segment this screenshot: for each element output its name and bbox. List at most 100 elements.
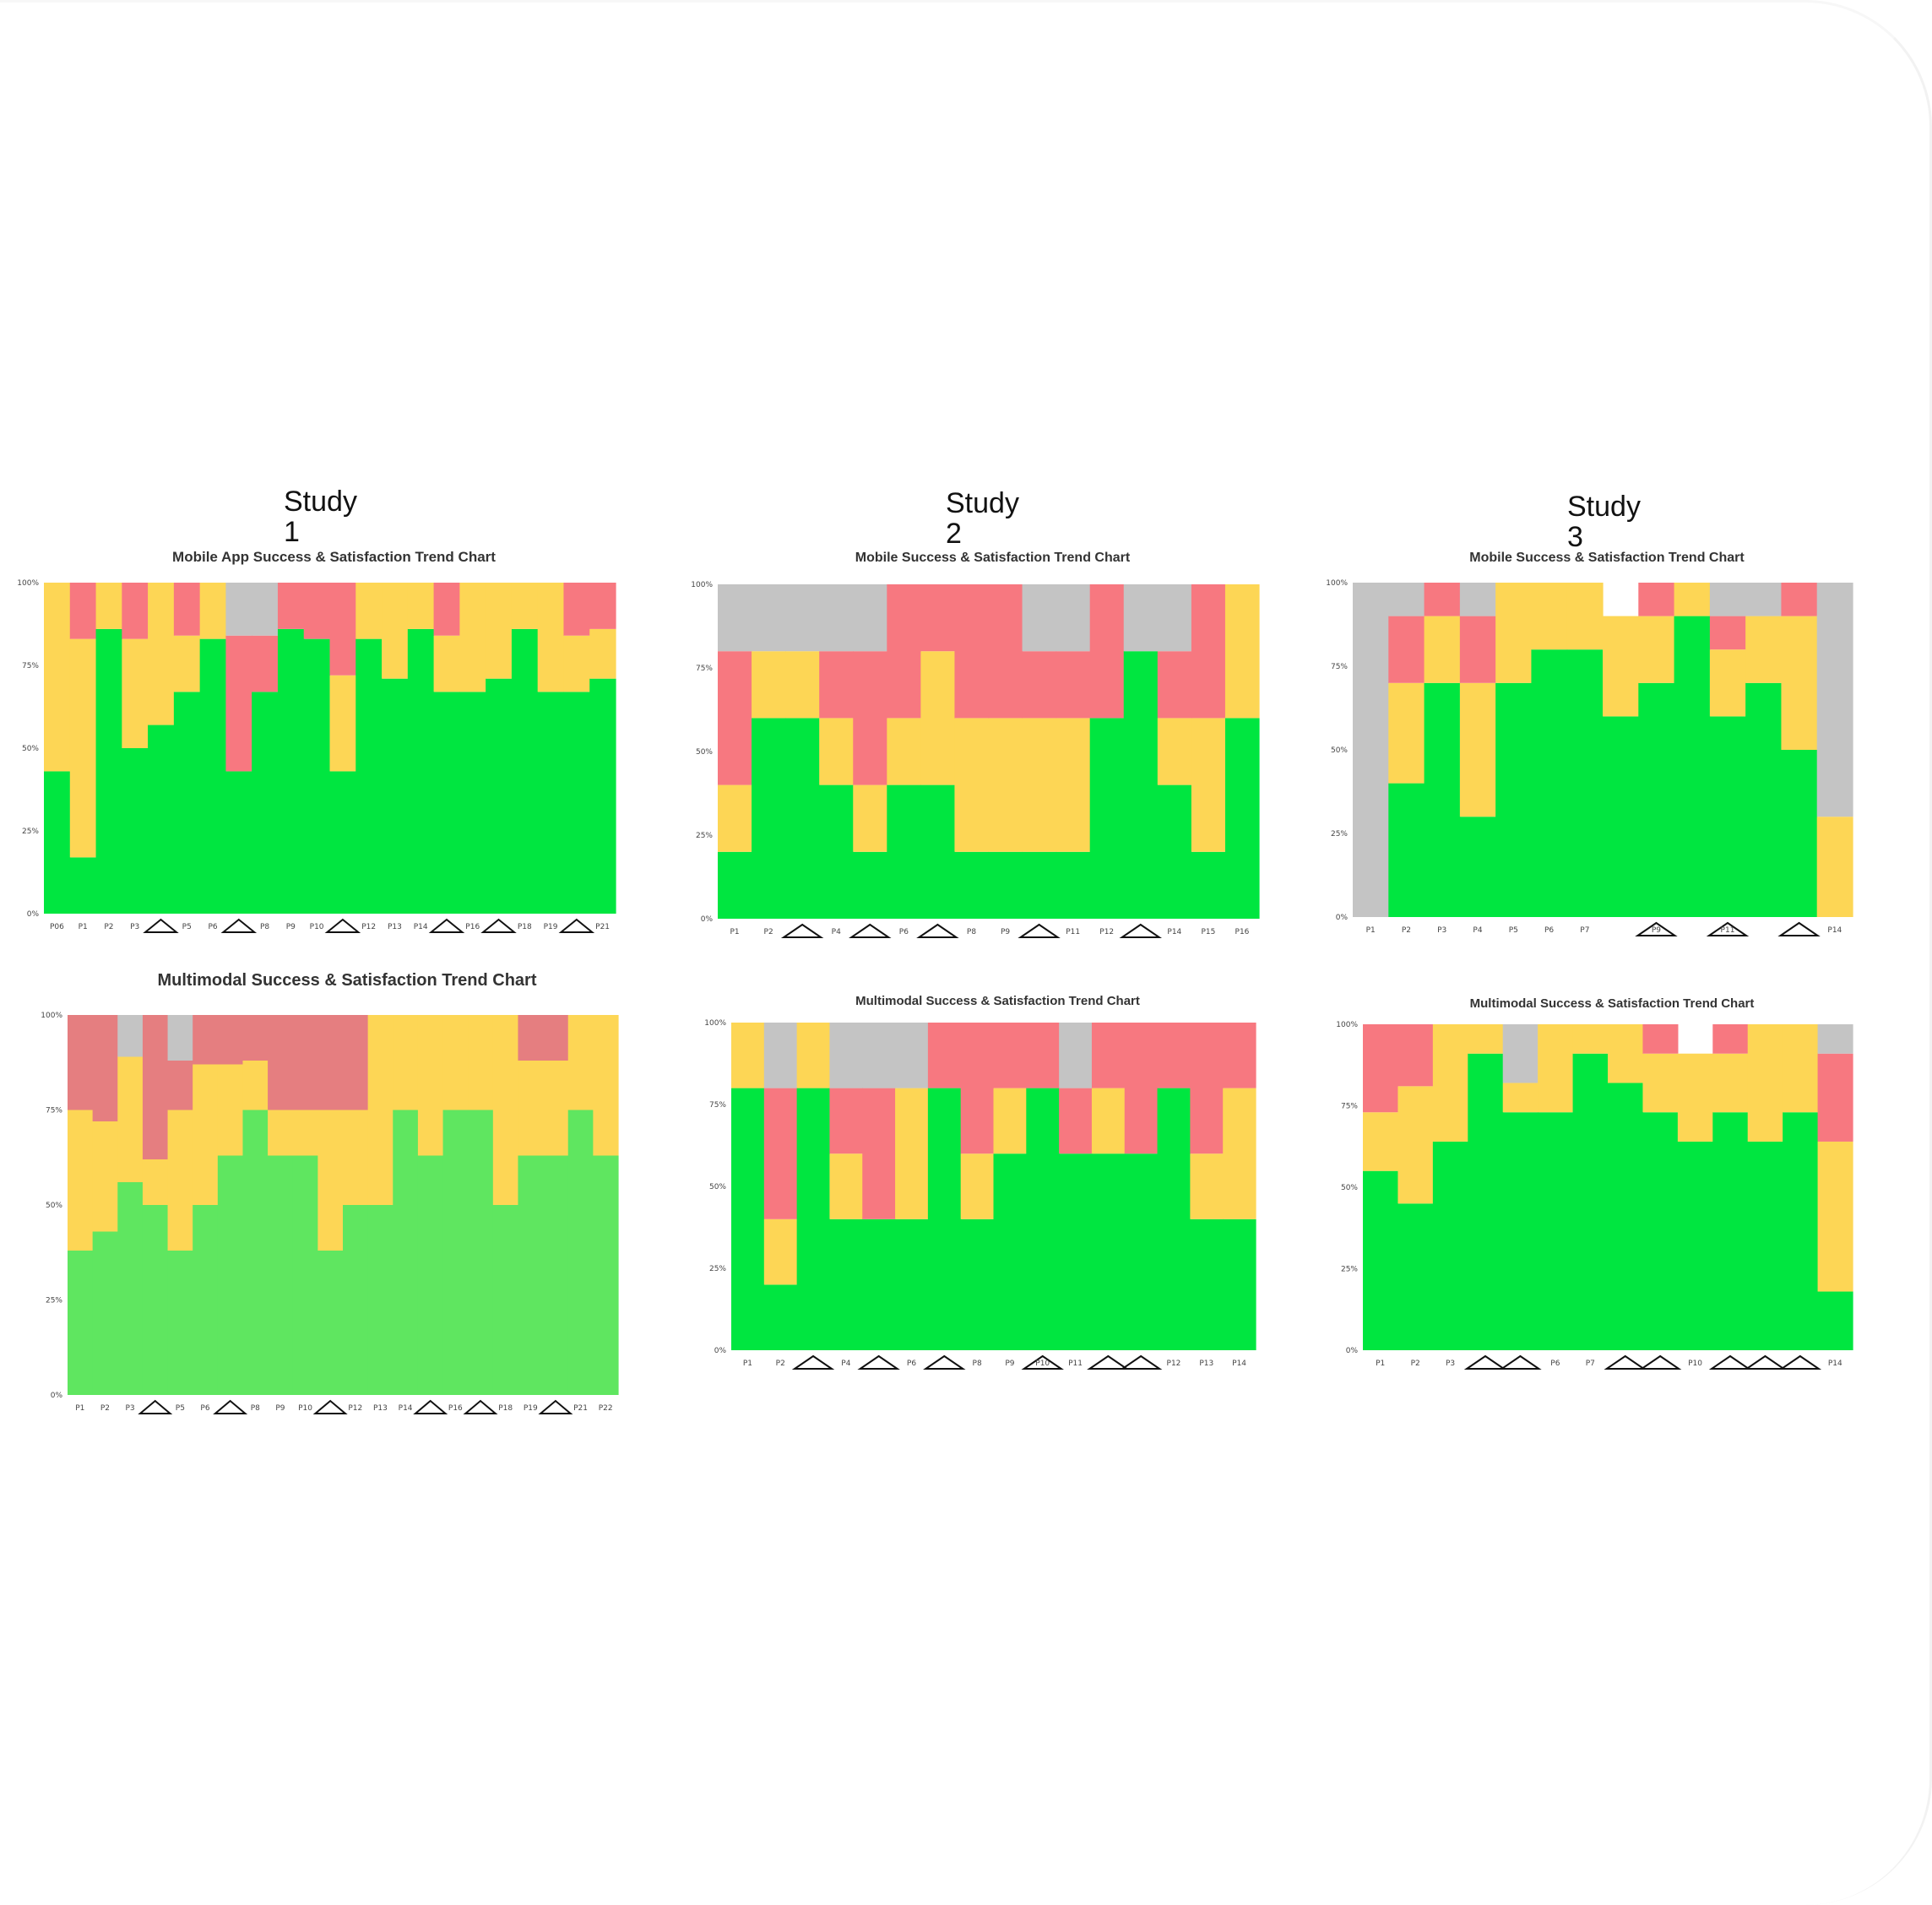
- x-tick-label: P19: [544, 923, 558, 931]
- y-tick-label: 25%: [1331, 830, 1348, 839]
- flag-triangle-marker: [480, 918, 517, 933]
- bar-segment-fail: [518, 1015, 544, 1061]
- bar-segment-success: [1674, 616, 1711, 917]
- flag-triangle-marker: [1706, 921, 1750, 936]
- x-tick-label: P06: [50, 923, 64, 931]
- flag-triangle-marker: [1119, 923, 1163, 938]
- bar-segment-success: [819, 784, 854, 919]
- bar-segment-fail: [1424, 583, 1461, 616]
- bar-segment-partial: [367, 1015, 393, 1205]
- bar-segment-partial: [1538, 1024, 1574, 1113]
- bar-segment-fail: [317, 1015, 344, 1110]
- bar-segment-success: [225, 771, 252, 914]
- bar-segment-fail: [1781, 583, 1818, 616]
- s1-mobile-chart: Mobile App Success & Satisfaction Trend …: [8, 549, 624, 964]
- chart-plot: 0% 25% 50% 75% 100% P1 P2 P3 P4 P5 P6 P7 P9 P11 P14: [1326, 579, 1853, 936]
- bar-segment-success: [1191, 851, 1226, 919]
- flag-triangle-marker: [791, 1354, 835, 1370]
- flag-triangle-marker: [138, 1399, 173, 1414]
- bar-segment-partial: [785, 651, 820, 719]
- bar-segment-na: [167, 1015, 193, 1061]
- bar-segment-fail: [589, 583, 616, 629]
- bar-segment-partial: [217, 1064, 244, 1156]
- bar-segment-partial: [486, 583, 513, 679]
- bar-segment-success: [292, 1155, 318, 1395]
- x-tick-label: P1: [1366, 926, 1376, 935]
- bar-segment-fail: [1642, 1024, 1679, 1054]
- bar-segment-success: [393, 1110, 419, 1395]
- bar-segment-partial: [593, 1015, 619, 1156]
- x-tick-label: P6: [200, 1404, 209, 1413]
- bar-segment-success: [1124, 1153, 1159, 1350]
- bar-segment-success: [367, 1205, 393, 1395]
- bar-segment-partial: [242, 1061, 269, 1110]
- bar-segment-fail: [193, 1015, 219, 1065]
- bar-segment-partial: [1677, 1053, 1713, 1142]
- bar-segment-na: [225, 583, 252, 636]
- bar-segment-partial: [1223, 1088, 1256, 1219]
- bar-segment-na: [752, 584, 786, 652]
- bar-segment-partial: [718, 784, 752, 852]
- bar-segment-fail: [763, 1088, 798, 1219]
- bar-segment-success: [1712, 1112, 1749, 1350]
- x-tick-label: P4: [832, 928, 841, 936]
- bar-segment-fail: [343, 1015, 369, 1110]
- bar-segment-success: [763, 1284, 798, 1350]
- y-tick-label: 75%: [1331, 663, 1348, 671]
- bar-segment-success: [117, 1182, 144, 1395]
- bar-segment-partial: [1817, 1141, 1853, 1292]
- bar-segment-partial: [1674, 583, 1711, 616]
- y-tick-label: 25%: [46, 1297, 62, 1305]
- bar-segment-success: [1468, 1053, 1504, 1350]
- bar-segment-success: [993, 1153, 1027, 1350]
- x-tick-label: P2: [1411, 1360, 1420, 1368]
- bar-segment-partial: [1712, 1053, 1749, 1113]
- bar-segment-partial: [292, 1110, 318, 1156]
- bar-segment-partial: [1363, 1112, 1399, 1171]
- flag-triangle-marker: [1018, 923, 1061, 938]
- bar-segment-partial: [1531, 583, 1568, 650]
- bar-segment-success: [1783, 1112, 1819, 1350]
- bar-segment-success: [44, 771, 71, 914]
- y-tick-label: 25%: [22, 828, 39, 836]
- x-tick-label: P16: [1235, 928, 1250, 936]
- bar-segment-success: [343, 1205, 369, 1395]
- bar-segment-success: [731, 1088, 765, 1350]
- bar-segment-na: [252, 583, 279, 636]
- x-tick-label: P1: [730, 928, 739, 936]
- x-tick-label: P21: [573, 1404, 588, 1413]
- bar-segment-partial: [117, 1056, 144, 1182]
- x-tick-label: P15: [1201, 928, 1215, 936]
- bar-segment-partial: [92, 1121, 118, 1232]
- bar-segment-partial: [468, 1015, 494, 1110]
- bar-segment-success: [1026, 1088, 1060, 1350]
- x-tick-label: P3: [126, 1404, 135, 1413]
- bar-segment-success: [459, 692, 486, 914]
- bar-segment-fail: [718, 651, 752, 785]
- bar-segment-partial: [95, 583, 122, 629]
- bar-segment-partial: [543, 1061, 569, 1156]
- s2-multi-chart: Multimodal Success & Satisfaction Trend …: [694, 994, 1264, 1401]
- bar-segment-na: [1353, 583, 1389, 917]
- bar-segment-success: [853, 851, 887, 919]
- bar-segment-success: [1388, 783, 1425, 917]
- y-tick-label: 100%: [17, 579, 39, 588]
- bar-segment-partial: [148, 583, 175, 725]
- bar-segment-success: [173, 692, 201, 914]
- flag-triangle-marker: [213, 1399, 248, 1414]
- bar-segment-fail: [1059, 1088, 1093, 1154]
- bar-segment-fail: [433, 583, 460, 636]
- bar-segment-fail: [268, 1015, 294, 1110]
- bar-segment-na: [1459, 583, 1496, 616]
- bar-segment-success: [752, 718, 786, 919]
- bar-segment-partial: [492, 1015, 519, 1205]
- bar-segment-success: [1495, 682, 1533, 917]
- bar-segment-partial: [988, 718, 1023, 852]
- bar-segment-fail: [92, 1015, 118, 1121]
- y-tick-label: 75%: [709, 1101, 726, 1110]
- chart-title: Mobile Success & Satisfaction Trend Char…: [855, 551, 1131, 565]
- bar-segment-partial: [895, 1088, 929, 1219]
- flag-triangle-marker: [463, 1399, 498, 1414]
- bar-segment-fail: [887, 584, 921, 719]
- bar-segment-partial: [69, 638, 97, 858]
